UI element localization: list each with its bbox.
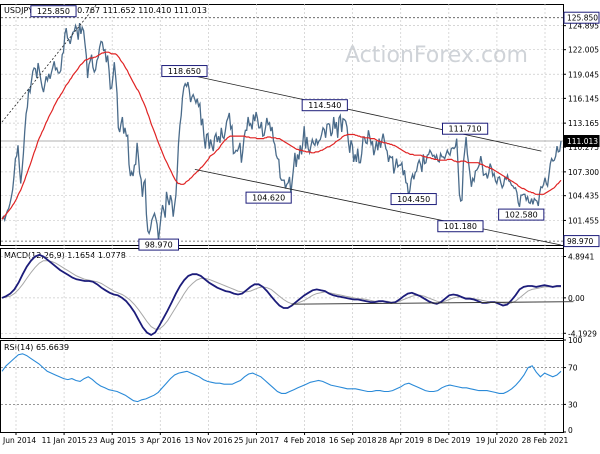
channel-lower-line	[194, 168, 562, 246]
price-annotation-label: 104.620	[252, 194, 285, 203]
macd-trendline	[291, 301, 574, 305]
rsi-tick-label: 70	[568, 364, 578, 373]
price-annotation-box	[437, 220, 484, 233]
rsi-series-line	[1, 353, 562, 403]
x-tick-label: 11 Jan 2015	[42, 436, 87, 445]
y-tick-label: 104.435	[568, 192, 599, 201]
price-panel-title: USDJPY,Weekly 110.767 111.652 110.410 11…	[4, 6, 207, 15]
rsi-panel-frame	[0, 340, 564, 433]
x-tick-label: 19 Jul 2020	[476, 436, 519, 445]
rsi-layer	[1, 353, 562, 403]
signal-series-line	[1, 260, 561, 330]
price-annotation-label: 98.970	[145, 241, 173, 250]
sma-series-line	[1, 51, 562, 220]
watermark: ActionForex.com	[345, 43, 528, 68]
x-tick-label: 1 Jun 2014	[0, 436, 36, 445]
macd-tick-label: -4.1929	[568, 329, 597, 338]
price-series-line	[1, 23, 562, 241]
price-annotation-label: 104.450	[397, 195, 430, 204]
price-annotation-box	[442, 122, 489, 135]
channel-upper-line	[188, 74, 542, 152]
x-tick-label: 16 Sep 2018	[329, 436, 377, 445]
price-annotation-label: 111.710	[449, 125, 482, 134]
price-annotation-label: 102.580	[505, 211, 538, 220]
y-tick-label: 122.005	[568, 46, 599, 55]
price-annotation-label: 118.650	[168, 67, 201, 76]
y-tick-label: 124.895	[568, 22, 599, 31]
rising-trend-line	[1, 3, 98, 123]
x-tick-label: 25 Jun 2017	[234, 436, 279, 445]
x-tick-label: 28 Feb 2021	[522, 436, 569, 445]
rsi-tick-label: 30	[568, 400, 578, 409]
x-tick-label: 3 Apr 2016	[139, 436, 181, 445]
macd-tick-label: 4.8941	[568, 253, 594, 262]
y-tick-label: 107.300	[568, 168, 599, 177]
x-tick-label: 8 Dec 2019	[427, 436, 470, 445]
y-tick-label: 113.165	[568, 119, 599, 128]
macd-layer	[1, 253, 574, 337]
price-annotation-box	[138, 238, 180, 251]
price-annotation-box	[390, 193, 437, 206]
price-annotation-box	[30, 5, 77, 18]
price-annotation-label: 114.540	[308, 101, 341, 110]
level-label-box	[563, 11, 600, 24]
macd-panel-title: MACD(12,26,9) 1.1654 1.0778	[4, 251, 126, 260]
level-label: 125.850	[567, 14, 598, 23]
price-annotation-box	[161, 65, 208, 78]
current-price-label: 111.013	[567, 137, 598, 146]
y-tick-label: 101.455	[568, 216, 599, 225]
level-label: 98.970	[567, 237, 593, 246]
x-tick-label: 28 Apr 2019	[378, 436, 425, 445]
price-annotation-box	[301, 99, 348, 112]
macd-tick-label: 0.00	[568, 294, 585, 303]
x-tick-label: 13 Nov 2016	[184, 436, 232, 445]
rsi-tick-label: 100	[568, 336, 583, 345]
price-layer	[1, 3, 562, 246]
x-tick-label: 23 Aug 2015	[88, 436, 136, 445]
y-tick-label: 110.275	[568, 143, 599, 152]
macd-series-line	[1, 253, 561, 337]
price-annotation-box	[245, 191, 292, 204]
price-annotation-label: 101.180	[444, 222, 477, 231]
macd-panel-frame	[0, 248, 564, 339]
rsi-tick-label: 0	[568, 426, 573, 435]
price-annotation-label: 125.850	[37, 7, 70, 16]
y-tick-label: 116.145	[568, 94, 599, 103]
price-annotation-box	[498, 208, 545, 221]
annotation-layer: 125.850 118.650 114.540 111.710 104.620 104.4…	[30, 5, 545, 251]
level-label-box	[563, 235, 600, 248]
current-price-box	[563, 135, 600, 148]
grid-layer	[1, 4, 563, 432]
y-tick-label: 119.045	[568, 70, 599, 79]
rsi-panel-title: RSI(14) 65.6639	[4, 343, 69, 352]
x-tick-label: 4 Feb 2018	[284, 436, 326, 445]
